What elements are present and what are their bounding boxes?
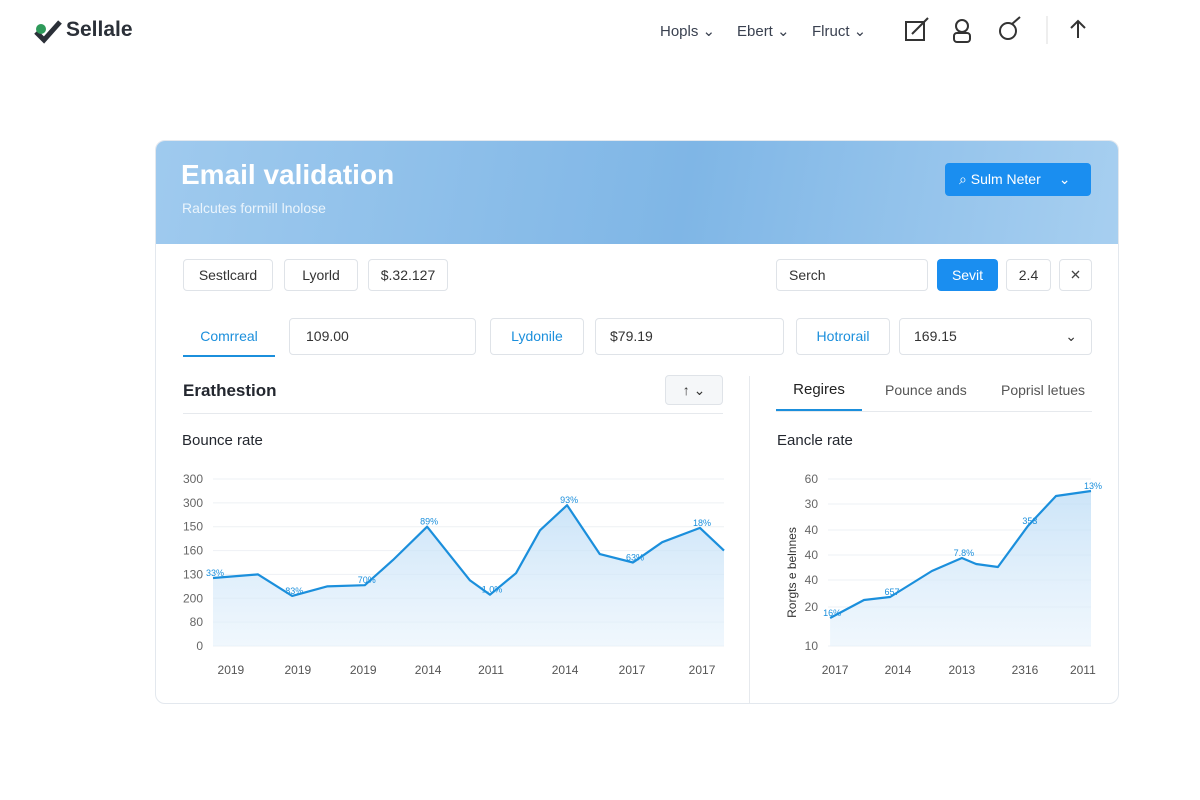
submit-button[interactable]: Sevit: [937, 259, 998, 291]
nav-item[interactable]: Hopls ⌄: [660, 23, 716, 40]
annotation: 83%: [285, 586, 303, 596]
y-tick-label: 40: [805, 548, 819, 562]
annotation: 16%: [823, 608, 841, 618]
nav-item[interactable]: Flruct ⌄: [812, 23, 867, 40]
panel-tab[interactable]: Pounce ands: [885, 382, 967, 398]
x-tick-label: 2017: [689, 663, 716, 677]
chip[interactable]: Sestlcard: [183, 259, 273, 291]
annotation: 70%: [358, 575, 376, 585]
y-tick-label: 30: [805, 497, 819, 511]
card-subtitle: Ralcutes formill lnolose: [182, 200, 326, 216]
action-button[interactable]: ⌕ Sulm Neter ⌄: [945, 163, 1091, 196]
banner: Email validation Ralcutes formill lnolos…: [156, 141, 1118, 244]
y-axis-label: Rorgts e belnnes: [785, 527, 799, 618]
y-tick-label: 300: [183, 472, 203, 486]
x-tick-label: 2017: [619, 663, 646, 677]
chip[interactable]: Lyorld: [284, 259, 358, 291]
y-tick-label: 80: [190, 615, 204, 629]
search-input[interactable]: Serch: [776, 259, 928, 291]
line: [829, 489, 1092, 619]
annotation: 7.8%: [954, 548, 975, 558]
y-tick-label: 40: [805, 523, 819, 537]
x-tick-label: 2013: [949, 663, 976, 677]
x-tick-label: 2011: [1070, 663, 1096, 677]
x-tick-label: 2014: [415, 663, 442, 677]
panel-tab[interactable]: Poprisl letues: [1001, 382, 1086, 398]
y-tick-label: 0: [196, 639, 203, 653]
area: [830, 491, 1091, 646]
field-select[interactable]: 169.15 ⌄: [899, 318, 1092, 355]
field-input[interactable]: 109.00: [289, 318, 476, 355]
x-tick-label: 2017: [822, 663, 849, 677]
line: [212, 504, 725, 597]
annotation: 13%: [1084, 481, 1102, 491]
annotation: 63%: [626, 553, 644, 563]
header-icons[interactable]: [900, 14, 1100, 48]
logo: Sellale: [66, 18, 133, 41]
chart-title: Bounce rate: [182, 432, 263, 449]
divider: [183, 413, 723, 414]
divider: [776, 411, 1092, 412]
y-tick-label: 130: [183, 567, 203, 581]
annotation: 657: [885, 587, 900, 597]
field-tab[interactable]: Lydonile: [490, 318, 584, 355]
nav-text: Ebert: [737, 23, 773, 40]
x-tick-label: 2019: [284, 663, 311, 677]
count-box: 2.4: [1006, 259, 1051, 291]
button-text: Sulm Neter: [970, 171, 1041, 187]
x-tick-label: 2014: [552, 663, 579, 677]
y-tick-label: 160: [183, 544, 203, 558]
field-tab[interactable]: Hotrorail: [796, 318, 890, 355]
field-input[interactable]: $79.19: [595, 318, 784, 355]
nav-item[interactable]: Ebert ⌄: [737, 23, 790, 40]
x-tick-label: 2019: [350, 663, 377, 677]
panel-heading: Erathestion: [183, 381, 277, 400]
y-tick-label: 300: [183, 496, 203, 510]
chip[interactable]: $.32.127: [368, 259, 448, 291]
x-tick-label: 2019: [218, 663, 245, 677]
field-value: 169.15: [914, 328, 957, 344]
annotation: 1.0%: [482, 585, 503, 595]
card-title: Email validation: [181, 159, 395, 190]
annotation: 33%: [206, 568, 224, 578]
close-icon: [1071, 270, 1080, 279]
x-tick-label: 2014: [885, 663, 912, 677]
panel-divider: [749, 376, 750, 703]
nav-text: Hopls: [660, 23, 699, 40]
annotation: 353: [1022, 516, 1037, 526]
y-tick-label: 150: [183, 520, 203, 534]
logo-icon: [34, 20, 62, 44]
y-tick-label: 200: [183, 591, 203, 605]
field-tab[interactable]: Comrreal: [183, 319, 275, 357]
panel-tab[interactable]: Regires: [776, 375, 862, 411]
sort-button[interactable]: ↑ ⌄: [665, 375, 723, 405]
annotation: 18%: [693, 518, 711, 528]
x-tick-label: 2011: [478, 663, 504, 677]
annotation: 93%: [560, 495, 578, 505]
y-tick-label: 20: [805, 600, 819, 614]
nav-text: Flruct: [812, 23, 850, 40]
chart-title: Eancle rate: [777, 432, 853, 449]
x-tick-label: 2316: [1012, 663, 1039, 677]
y-tick-label: 60: [805, 472, 819, 486]
area: [213, 505, 724, 646]
annotation: 89%: [420, 517, 438, 527]
close-button[interactable]: [1059, 259, 1092, 291]
y-tick-label: 10: [805, 639, 819, 653]
y-tick-label: 40: [805, 573, 819, 587]
